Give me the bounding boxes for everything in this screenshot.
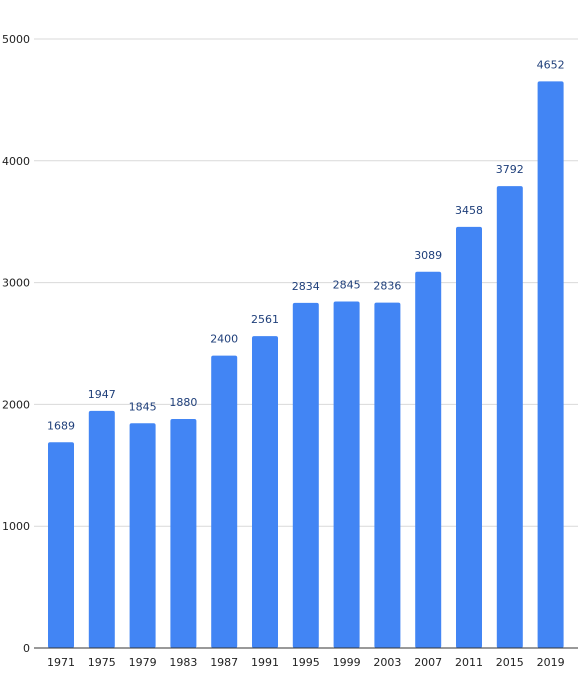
x-tick-label-1979: 1979 — [129, 656, 157, 669]
data-label-2019: 4652 — [537, 58, 565, 71]
data-label-1987: 2400 — [210, 333, 238, 346]
data-label-1983: 1880 — [169, 396, 197, 409]
x-tick-label-1971: 1971 — [47, 656, 75, 669]
x-tick-label-2007: 2007 — [414, 656, 442, 669]
y-tick-label-2000: 2000 — [2, 398, 30, 411]
y-tick-label-5000: 5000 — [2, 33, 30, 46]
x-tick-label-1983: 1983 — [169, 656, 197, 669]
x-tick-label-1991: 1991 — [251, 656, 279, 669]
bar-2015 — [496, 186, 523, 648]
bar-1983 — [170, 419, 197, 648]
data-label-2011: 3458 — [455, 204, 483, 217]
x-tick-label-1975: 1975 — [88, 656, 116, 669]
bar-2007 — [415, 271, 442, 648]
bar-1991 — [252, 336, 278, 648]
bar-1999 — [333, 301, 360, 648]
bar-2019 — [537, 81, 564, 648]
bar-2011 — [456, 226, 482, 648]
y-tick-label-1000: 1000 — [2, 520, 30, 533]
axis-layer: 0 1000 2000 3000 4000 5000 1971 1975 1979 1983 198… — [2, 33, 578, 669]
x-tick-label-2019: 2019 — [537, 656, 565, 669]
y-tick-label-0: 0 — [23, 642, 30, 655]
data-label-1991: 2561 — [251, 313, 279, 326]
data-label-1979: 1845 — [129, 400, 157, 413]
bar-1975 — [88, 410, 115, 648]
data-label-2015: 3792 — [496, 163, 524, 176]
data-label-1975: 1947 — [88, 388, 116, 401]
bar-1987 — [211, 355, 238, 648]
x-tick-label-1995: 1995 — [292, 656, 320, 669]
bar-2003 — [374, 302, 401, 648]
x-tick-label-2015: 2015 — [496, 656, 524, 669]
y-tick-label-4000: 4000 — [2, 155, 30, 168]
bar-1995 — [292, 302, 319, 648]
bar-1971 — [48, 442, 74, 648]
x-tick-label-1987: 1987 — [210, 656, 238, 669]
x-tick-label-2011: 2011 — [455, 656, 483, 669]
bar-1979 — [129, 423, 156, 648]
x-tick-label-1999: 1999 — [333, 656, 361, 669]
data-label-2003: 2836 — [373, 280, 401, 293]
data-label-1995: 2834 — [292, 280, 320, 293]
data-label-1971: 1689 — [47, 419, 75, 432]
grid-layer — [34, 38, 578, 527]
bar-layer — [48, 81, 564, 648]
y-tick-label-3000: 3000 — [2, 277, 30, 290]
data-label-layer: 1689 1947 1845 1880 2400 2561 2834 2845 2836 3089… — [47, 58, 565, 432]
data-label-1999: 2845 — [333, 278, 361, 291]
x-tick-label-2003: 2003 — [373, 656, 401, 669]
data-label-2007: 3089 — [414, 249, 442, 262]
